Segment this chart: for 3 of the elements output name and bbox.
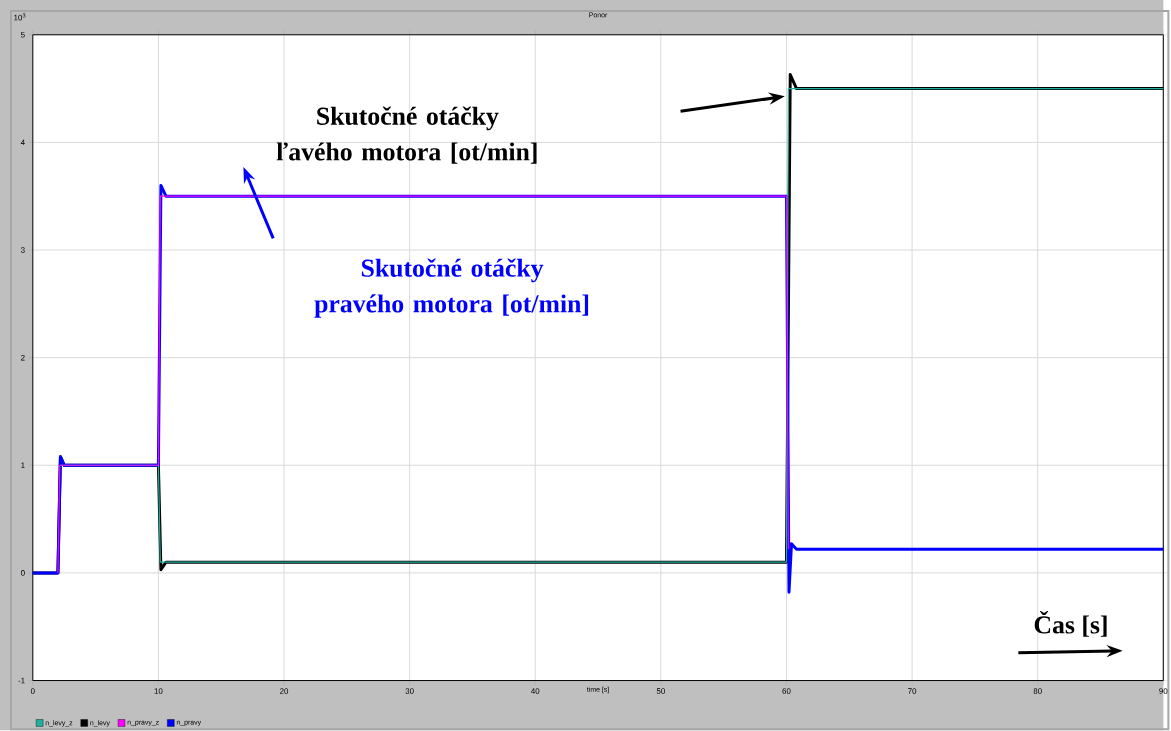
annotation: Čas [s] — [1034, 611, 1107, 637]
annotation: Skutočné otáčky pravého motora [ot/min] — [314, 258, 589, 318]
annotation: Skutočné otáčky ľavého motora [ot/min] — [276, 106, 537, 164]
